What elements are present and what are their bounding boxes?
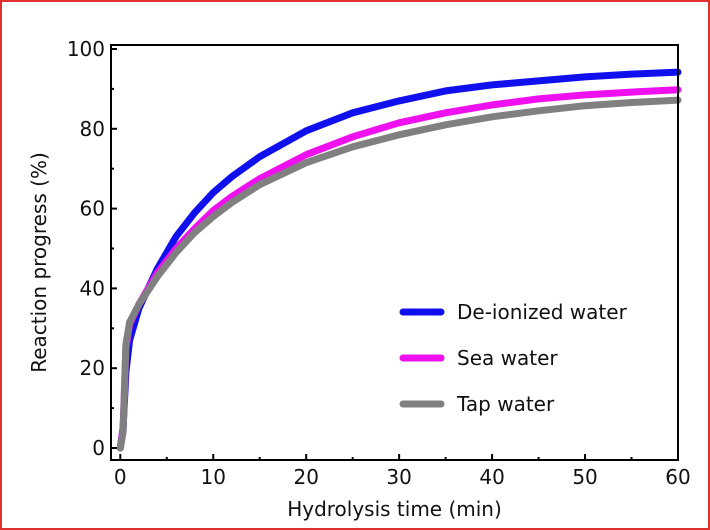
legend-label: De-ionized water (457, 300, 628, 324)
y-tick-label: 60 (80, 197, 105, 221)
legend-label: Sea water (457, 346, 558, 370)
plot-area-border (110, 44, 679, 461)
x-tick-label: 60 (665, 465, 690, 489)
x-tick-label: 20 (293, 465, 318, 489)
x-tick-label: 10 (201, 465, 226, 489)
y-tick-label: 100 (67, 37, 105, 61)
series-line-tap-water (116, 96, 682, 452)
x-axis-label: Hydrolysis time (min) (287, 497, 502, 521)
x-tick-label: 40 (479, 465, 504, 489)
y-tick-label: 0 (92, 436, 105, 460)
series-line-sea-water (116, 86, 682, 452)
y-axis-label: Reaction progress (%) (27, 152, 51, 373)
x-tick-label: 50 (572, 465, 597, 489)
y-tick-label: 20 (80, 356, 105, 380)
y-tick-label: 40 (80, 276, 105, 300)
series-line-de-ionized-water (116, 68, 682, 452)
x-tick-label: 30 (386, 465, 411, 489)
y-tick-label: 80 (80, 117, 105, 141)
legend-label: Tap water (456, 392, 555, 416)
x-tick-label: 0 (114, 465, 127, 489)
